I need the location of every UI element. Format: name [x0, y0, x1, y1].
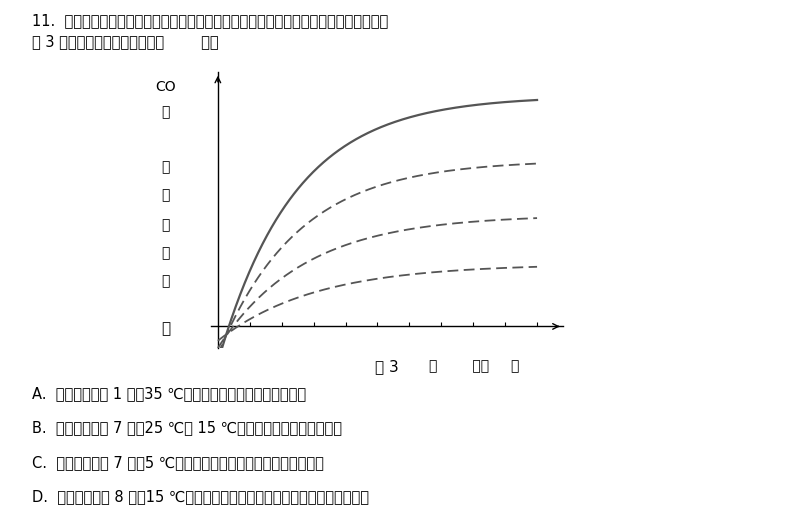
Text: B.  光照强度大于 7 时，25 ℃和 15 ℃条件下植物总光合速率相同: B. 光照强度大于 7 时，25 ℃和 15 ℃条件下植物总光合速率相同: [32, 420, 342, 435]
Text: D.  光照强度等于 8 时，15 ℃条件下植物释放氧气的速率比其他实验组的更大: D. 光照强度等于 8 时，15 ℃条件下植物释放氧气的速率比其他实验组的更大: [32, 489, 369, 504]
Text: 图 3: 图 3: [375, 359, 399, 374]
Text: ）: ）: [162, 274, 170, 288]
Text: C.  光照强度大于 7 时，5 ℃条件下与光合作用有关的酶的活性最高: C. 光照强度大于 7 时，5 ℃条件下与光合作用有关的酶的活性最高: [32, 455, 324, 470]
Text: ～: ～: [161, 321, 171, 336]
Text: A.  光照强度等于 1 时，35 ℃条件下总光合速率等于呼吸速率: A. 光照强度等于 1 时，35 ℃条件下总光合速率等于呼吸速率: [32, 386, 306, 401]
Text: 照        （相     ）: 照 （相 ）: [429, 360, 519, 373]
Text: 11.  某研究者研究不同的光照强度、温度对植物光合作用和呼吸作用的影响，实验结果如: 11. 某研究者研究不同的光照强度、温度对植物光合作用和呼吸作用的影响，实验结果…: [32, 13, 388, 28]
Text: 速: 速: [162, 160, 170, 174]
Text: 率: 率: [162, 188, 170, 202]
Text: 的: 的: [162, 105, 170, 119]
Text: 图 3 所示。下列分析正确的是（        ）。: 图 3 所示。下列分析正确的是（ ）。: [32, 35, 219, 49]
Text: （: （: [162, 219, 170, 232]
Text: 相: 相: [162, 246, 170, 260]
Text: CO: CO: [156, 80, 176, 94]
